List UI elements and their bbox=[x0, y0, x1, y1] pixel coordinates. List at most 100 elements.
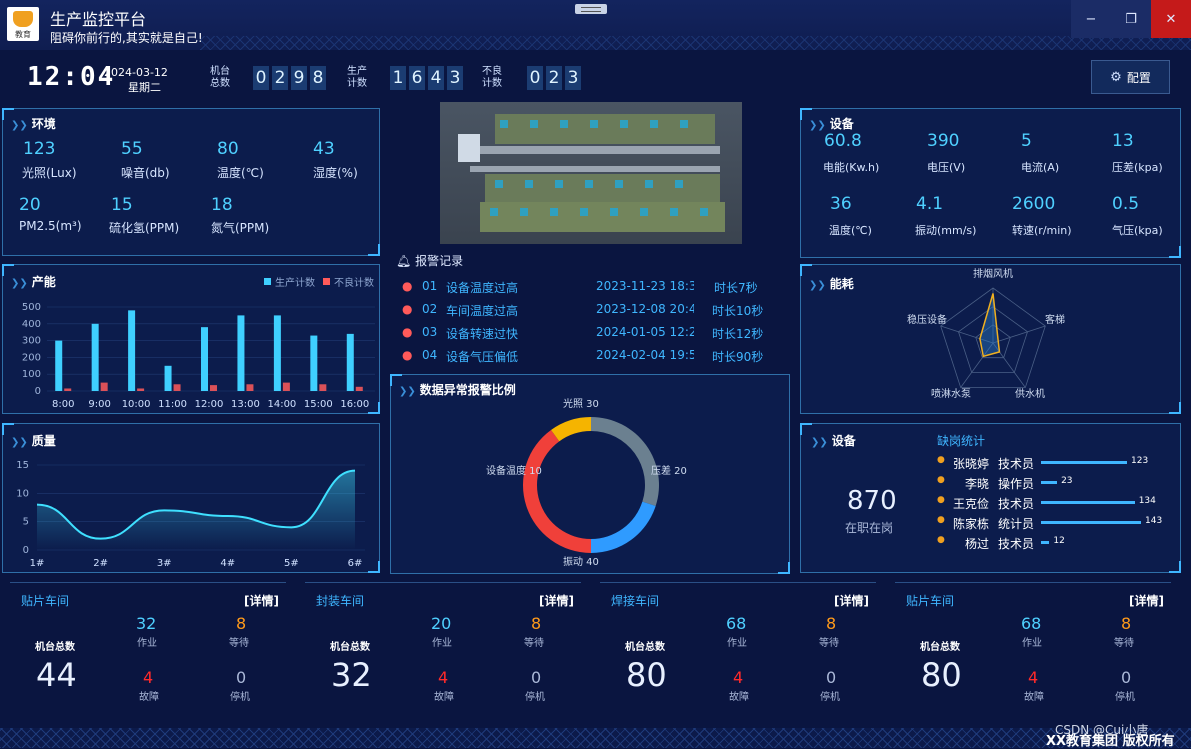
x-tick-label: 8:00 bbox=[52, 399, 74, 410]
bar-production bbox=[164, 365, 172, 391]
workshop-name[interactable]: 焊接车间 bbox=[611, 594, 660, 608]
alarm-time: 2024-01-05 12:2 bbox=[596, 325, 694, 339]
minimize-button[interactable]: − bbox=[1071, 0, 1111, 38]
env-value-temp: 80 bbox=[217, 139, 239, 159]
workshop-detail-link[interactable]: [详情] bbox=[834, 594, 869, 608]
machine-total-label-line2: 总数 bbox=[210, 78, 230, 89]
radar-axis-label: 喷淋水泵 bbox=[931, 387, 971, 400]
radar-ring bbox=[940, 287, 1046, 388]
close-button[interactable]: ✕ bbox=[1151, 0, 1191, 38]
bullet-icon: ● bbox=[937, 455, 945, 465]
bar-production bbox=[273, 315, 281, 391]
dev-label-temp: 温度(℃) bbox=[829, 224, 872, 237]
workshop-fault-label: 故障 bbox=[434, 692, 454, 703]
absence-list: ● 张晓婷 技术员 123 ● 李晓 操作员 23 ● 王克俭 技术员 134 ● 陈家栋 统计员 143 ● 杨… bbox=[801, 424, 1182, 574]
staff-row[interactable]: ● 杨过 技术员 12 bbox=[801, 535, 1182, 553]
dev-label-current: 电流(A) bbox=[1021, 161, 1060, 174]
alarm-time: 2023-12-08 20:4 bbox=[596, 302, 694, 316]
anomaly-title-text: 数据异常报警比例 bbox=[419, 383, 516, 397]
env-label-temp: 温度(℃) bbox=[217, 166, 264, 180]
bell-icon: 🔔︎ bbox=[396, 254, 412, 268]
bar-production bbox=[237, 315, 245, 391]
chevron-right-icon: ❯❯ bbox=[11, 437, 28, 448]
x-tick-label: 3# bbox=[157, 558, 172, 569]
bar-defect bbox=[282, 382, 290, 391]
chevron-right-icon: ❯❯ bbox=[399, 386, 416, 397]
workshop-stopped: 0 bbox=[236, 668, 247, 687]
absence-count: 143 bbox=[1145, 516, 1163, 526]
env-label-light: 光照(Lux) bbox=[22, 166, 77, 180]
alarm-dot-icon: ● bbox=[402, 348, 413, 362]
drag-handle[interactable] bbox=[575, 4, 607, 14]
x-tick-label: 1# bbox=[30, 558, 45, 569]
prod-count-label-line2: 计数 bbox=[347, 78, 367, 89]
anomaly-title: ❯❯ 数据异常报警比例 bbox=[399, 381, 516, 398]
workshop-detail-link[interactable]: [详情] bbox=[1129, 594, 1164, 608]
workshop-total-label: 机台总数 bbox=[920, 642, 960, 653]
config-label: 配置 bbox=[1126, 70, 1151, 85]
workshop-detail-link[interactable]: [详情] bbox=[244, 594, 279, 608]
alarm-index: 03 bbox=[422, 325, 438, 339]
alarm-duration: 时长10秒 bbox=[712, 304, 764, 318]
quality-line-chart: 0 5 10 15 1# 2# 3# 4# 5# 6# bbox=[16, 460, 365, 569]
staff-row[interactable]: ● 陈家栋 统计员 143 bbox=[801, 515, 1182, 533]
clock: 12:04 bbox=[27, 62, 116, 92]
staff-panel: ❯❯ 设备 870 在职在岗 缺岗统计 ● 张晓婷 技术员 123 ● 李晓 操作员 23 ● 王克… bbox=[800, 423, 1181, 573]
staff-role: 技术员 bbox=[998, 457, 1035, 471]
alarm-desc: 设备转速过快 bbox=[446, 327, 519, 341]
radar-axis-label: 稳压设备 bbox=[907, 313, 947, 326]
staff-row[interactable]: ● 王克俭 技术员 134 bbox=[801, 495, 1182, 513]
workshop-name[interactable]: 贴片车间 bbox=[906, 594, 955, 608]
restore-button[interactable]: ❐ bbox=[1111, 0, 1151, 38]
quality-title-text: 质量 bbox=[31, 434, 56, 448]
dev-value-speed: 2600 bbox=[1012, 194, 1056, 214]
alarm-duration: 时长7秒 bbox=[714, 281, 758, 295]
bullet-icon: ● bbox=[937, 475, 945, 485]
workshop-section: 贴片车间 [详情] 机台总数 44 32 作业 8 等待 4 故障 0 停机 封装车间 [详情] 机台总数 3… bbox=[0, 580, 1191, 720]
staff-title-text: 设备 bbox=[831, 434, 856, 448]
dev-label-vibration: 振动(mm/s) bbox=[915, 224, 977, 237]
counter-digit: 3 bbox=[447, 66, 463, 90]
watermark: CSDN @Cui小唐 bbox=[1055, 723, 1149, 737]
absence-bar bbox=[1041, 501, 1135, 504]
workshop-name[interactable]: 封装车间 bbox=[316, 594, 365, 608]
footer-pattern bbox=[0, 728, 1191, 748]
workshop-name[interactable]: 贴片车间 bbox=[21, 594, 70, 608]
config-button[interactable]: ⚙ 配置 bbox=[1091, 60, 1170, 94]
device-title: ❯❯ 设备 bbox=[809, 115, 854, 132]
chevron-right-icon: ❯❯ bbox=[811, 437, 828, 448]
counter-digit: 0 bbox=[253, 66, 269, 90]
alarm-desc: 设备温度过高 bbox=[446, 281, 519, 295]
radar-axis-label: 客梯 bbox=[1045, 313, 1065, 326]
x-tick-label: 11:00 bbox=[158, 399, 187, 410]
staff-row[interactable]: ● 李晓 操作员 23 bbox=[801, 475, 1182, 493]
machine-total-label-line1: 机台 bbox=[210, 66, 230, 77]
env-label-h2s: 硫化氢(PPM) bbox=[109, 221, 180, 235]
alarm-dot-icon: ● bbox=[402, 279, 413, 293]
workshop-fault: 4 bbox=[1028, 668, 1039, 687]
workshop-working-label: 作业 bbox=[1022, 638, 1042, 649]
absence-count: 123 bbox=[1131, 456, 1149, 466]
alarm-title: 报警记录 bbox=[415, 254, 464, 268]
device-title-text: 设备 bbox=[829, 117, 854, 131]
staff-name: 王克俭 bbox=[953, 497, 990, 511]
absence-count: 23 bbox=[1061, 476, 1073, 486]
staff-row[interactable]: ● 张晓婷 技术员 123 bbox=[801, 455, 1182, 473]
counter-digit: 9 bbox=[291, 66, 307, 90]
dev-label-voltage: 电压(V) bbox=[927, 161, 966, 174]
y-tick-label: 0 bbox=[35, 386, 41, 397]
workshop-working-label: 作业 bbox=[432, 638, 452, 649]
dev-value-energy: 60.8 bbox=[824, 131, 862, 151]
prod-count-label: 生产 计数 bbox=[347, 66, 367, 90]
x-tick-label: 5# bbox=[284, 558, 299, 569]
chevron-right-icon: ❯❯ bbox=[809, 280, 826, 291]
donut-slice bbox=[551, 417, 591, 442]
workshop-waiting-label: 等待 bbox=[229, 638, 249, 649]
x-tick-label: 6# bbox=[348, 558, 363, 569]
env-value-nitrogen: 18 bbox=[211, 195, 233, 215]
bar-defect bbox=[355, 386, 363, 391]
on-duty-count: 870 bbox=[847, 486, 897, 516]
workshop-detail-link[interactable]: [详情] bbox=[539, 594, 574, 608]
